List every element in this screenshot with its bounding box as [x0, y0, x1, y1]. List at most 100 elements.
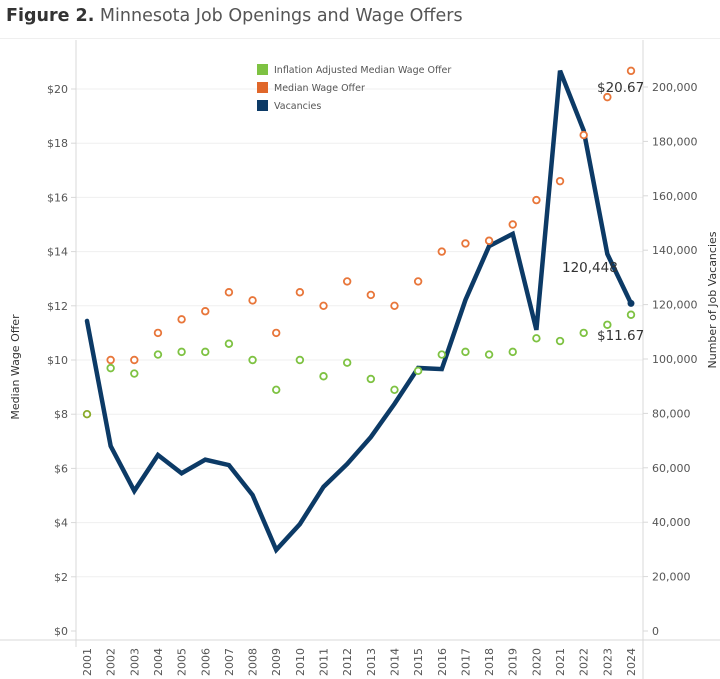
vacancies-line — [84, 69, 634, 555]
inflation-adjusted-point — [82, 410, 92, 419]
x-tick-label: 2006 — [199, 648, 212, 676]
legend-label-inflation: Inflation Adjusted Median Wage Offer — [274, 65, 451, 76]
x-tick-label: 2017 — [459, 648, 472, 676]
inflation-adjusted-point — [579, 328, 588, 338]
left-tick-label: $14 — [47, 246, 68, 259]
title-divider — [0, 38, 720, 39]
vacancies-series — [84, 69, 635, 555]
x-tick-label: 2003 — [128, 648, 141, 676]
inflation-adjusted-point — [201, 347, 210, 357]
inflation-adjusted-point — [532, 334, 541, 343]
median-wage-point — [224, 288, 234, 297]
x-tick-label: 2021 — [554, 648, 567, 676]
right-axis-ticks: 0 20,000 40,000 60,000 80,000 100,000 120,000 1… — [643, 81, 698, 638]
median-wage-point — [484, 236, 494, 245]
inflation-adjusted-point — [177, 347, 186, 357]
median-wage-series — [106, 66, 636, 365]
x-tick-label: 2008 — [247, 648, 260, 676]
right-tick-label: 0 — [652, 625, 659, 638]
median-wage-point — [201, 307, 210, 316]
median-wage-point — [461, 239, 470, 248]
inflation-adjusted-series — [82, 310, 636, 419]
x-tick-label: 2004 — [152, 648, 165, 676]
inflation-adjusted-point — [461, 347, 470, 357]
right-tick-label: 120,000 — [652, 299, 698, 312]
right-axis-title: Number of Job Vacancies — [706, 231, 719, 368]
left-tick-label: $16 — [47, 191, 68, 204]
right-tick-label: 200,000 — [652, 81, 698, 94]
x-tick-label: 2005 — [176, 648, 189, 676]
right-tick-label: 140,000 — [652, 244, 698, 257]
median-wage-point — [295, 288, 305, 297]
median-wage-point — [130, 355, 139, 365]
inflation-adjusted-point — [319, 372, 328, 381]
x-tick-label: 2016 — [436, 648, 449, 676]
annotation-vacancies-2024: 120,448 — [562, 260, 618, 276]
inflation-adjusted-point — [248, 355, 257, 365]
median-wage-point — [437, 247, 446, 256]
annotation-median-2024: $20.67 — [597, 80, 644, 96]
left-tick-label: $20 — [47, 83, 68, 96]
chart-title-bold: Figure 2. — [6, 6, 95, 26]
chart-title: Figure 2. Minnesota Job Openings and Wag… — [6, 6, 463, 26]
legend-label-median: Median Wage Offer — [274, 83, 365, 94]
right-tick-label: 60,000 — [652, 462, 691, 475]
inflation-adjusted-point — [413, 366, 423, 376]
right-tick-label: 100,000 — [652, 353, 698, 366]
inflation-adjusted-point — [342, 358, 352, 367]
vacancies-endpoint — [627, 299, 635, 307]
legend: Inflation Adjusted Median Wage Offer Med… — [257, 64, 451, 112]
median-wage-point — [319, 301, 328, 310]
inflation-adjusted-point — [106, 363, 115, 373]
median-wage-point — [272, 328, 281, 338]
x-tick-label: 2001 — [81, 648, 94, 676]
x-tick-label: 2013 — [365, 648, 378, 676]
median-wage-point — [342, 277, 352, 286]
x-tick-label: 2012 — [341, 648, 354, 676]
inflation-adjusted-point — [366, 374, 376, 384]
median-wage-point — [153, 328, 163, 338]
inflation-adjusted-point — [153, 350, 163, 359]
x-axis-ticks: 2001 2002 2003 2004 2005 2006 2007 2008 2009 2010… — [81, 648, 638, 676]
right-tick-label: 180,000 — [652, 135, 698, 148]
inflation-adjusted-point — [390, 385, 399, 395]
median-wage-point — [508, 220, 517, 229]
inflation-adjusted-point — [295, 355, 305, 365]
legend-label-vacancies: Vacancies — [274, 101, 321, 112]
inflation-adjusted-point — [130, 369, 139, 378]
median-wage-point — [390, 301, 399, 310]
median-wage-point — [106, 355, 115, 365]
median-wage-point — [177, 315, 186, 324]
left-tick-label: $6 — [54, 462, 68, 475]
x-tick-label: 2020 — [530, 648, 543, 676]
gridlines — [76, 88, 643, 578]
median-wage-point — [579, 130, 588, 140]
left-tick-label: $10 — [47, 354, 68, 367]
legend-swatch-inflation — [257, 64, 268, 75]
median-wage-point — [413, 277, 423, 286]
x-tick-label: 2022 — [578, 648, 591, 676]
left-tick-label: $4 — [54, 517, 68, 530]
legend-swatch-median — [257, 82, 268, 93]
x-tick-label: 2011 — [318, 648, 331, 676]
inflation-adjusted-point — [224, 339, 234, 348]
inflation-adjusted-point — [484, 350, 494, 359]
x-tick-label: 2015 — [412, 648, 425, 676]
x-tick-label: 2019 — [507, 648, 520, 676]
right-tick-label: 20,000 — [652, 571, 691, 584]
inflation-adjusted-point — [603, 320, 612, 329]
x-tick-label: 2014 — [388, 648, 401, 676]
x-tick-label: 2009 — [270, 648, 283, 676]
left-tick-label: $12 — [47, 300, 68, 313]
x-tick-label: 2023 — [601, 648, 614, 676]
left-tick-label: $0 — [54, 625, 68, 638]
x-tick-label: 2010 — [294, 648, 307, 676]
median-wage-point — [366, 290, 376, 300]
x-tick-label: 2024 — [625, 648, 638, 676]
inflation-adjusted-point — [437, 350, 446, 359]
left-tick-label: $2 — [54, 571, 68, 584]
median-wage-point — [248, 296, 257, 305]
left-tick-label: $18 — [47, 137, 68, 150]
inflation-adjusted-point — [272, 385, 281, 395]
